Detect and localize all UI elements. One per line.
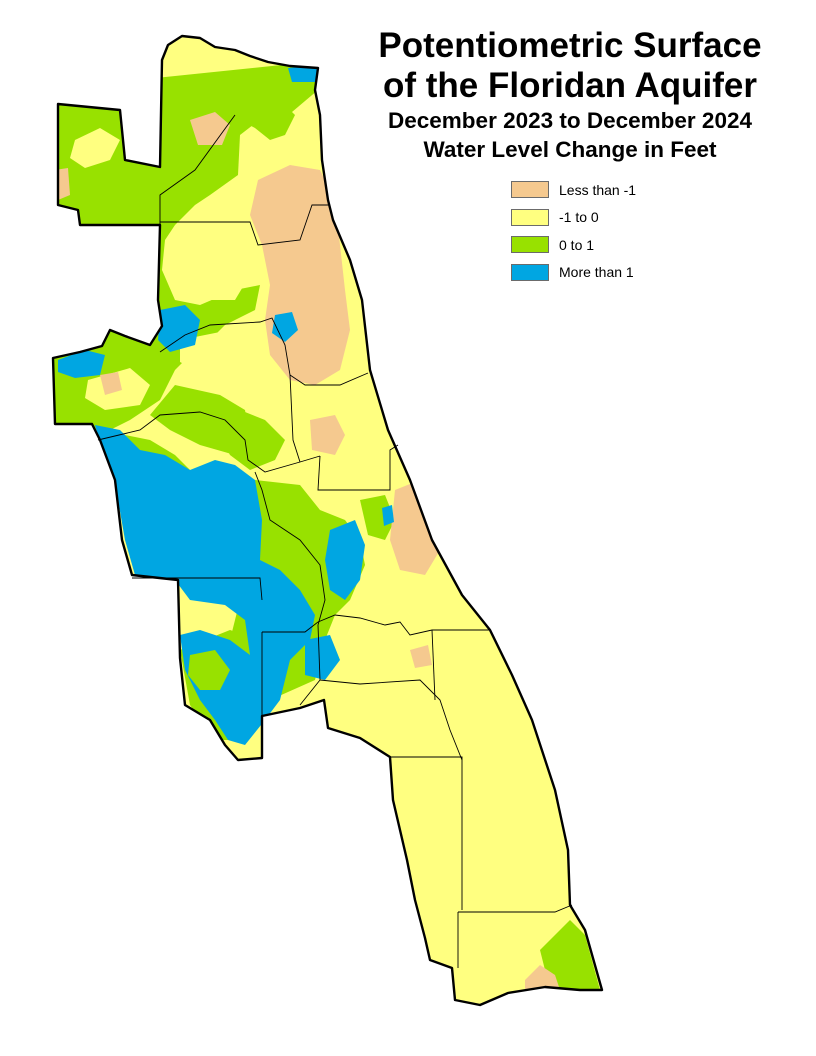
county-line-3 — [159, 317, 369, 386]
county-line-11 — [390, 756, 463, 910]
map-title-line-2: of the Floridan Aquifer — [383, 66, 757, 105]
map-title-block: Potentiometric Surface of the Floridan A… — [330, 26, 810, 164]
zone-blue-nw-lake — [158, 305, 200, 352]
zone-yellow-nw — [70, 128, 120, 168]
zone-yellow-central — [180, 330, 255, 375]
legend-swatch — [511, 263, 549, 281]
legend-swatch — [511, 181, 549, 199]
zone-yellow-pocket-1 — [205, 222, 250, 255]
zone-green-northeast — [230, 90, 295, 140]
region-outline — [51, 34, 604, 1007]
map-subtitle-date-range: December 2023 to December 2024 — [388, 108, 752, 133]
zones-more-than-1 — [58, 66, 394, 745]
county-line-4 — [97, 411, 321, 473]
zone-green-pocket-sw — [188, 650, 230, 690]
zone-blue-north-tip — [288, 66, 318, 82]
zone-blue-west — [58, 350, 105, 378]
zone-blue-lake-east — [382, 505, 394, 526]
zone-blue-southwest — [95, 425, 315, 745]
zone-yellow-n-central — [190, 255, 250, 300]
legend-label: More than 1 — [559, 264, 634, 281]
zone-green-south — [540, 920, 600, 990]
county-line-2 — [160, 204, 330, 246]
map-subtitle-units: Water Level Change in Feet — [423, 137, 717, 162]
zone-orange-west — [100, 372, 122, 395]
legend-item-minus-1-to-0: -1 to 0 — [511, 204, 711, 232]
county-line-13 — [458, 904, 573, 913]
zone-green-lake — [360, 495, 395, 540]
county-boundaries — [97, 114, 573, 968]
zone-orange-north — [190, 112, 230, 145]
legend-swatch — [511, 236, 549, 254]
county-line-5 — [317, 444, 399, 491]
county-line-1 — [159, 114, 236, 225]
county-line-6 — [289, 374, 301, 463]
county-line-8 — [262, 614, 490, 636]
zone-blue-river — [325, 520, 365, 600]
zone-blue-small-lake — [272, 312, 298, 342]
legend-item-0-to-1: 0 to 1 — [511, 231, 711, 259]
legend-item-more-than-1: More than 1 — [511, 259, 711, 287]
county-line-10 — [319, 679, 463, 761]
county-line-river — [254, 471, 326, 706]
legend-item-less-than-minus-1: Less than -1 — [511, 176, 711, 204]
zone-green-central-2 — [210, 410, 285, 470]
county-line-7 — [132, 577, 263, 601]
zone-orange-small-2 — [410, 645, 432, 668]
map-legend: Less than -1 -1 to 0 0 to 1 More than 1 — [511, 176, 711, 286]
legend-label: Less than -1 — [559, 181, 637, 198]
legend-label: 0 to 1 — [559, 236, 595, 253]
county-line-12 — [431, 629, 436, 701]
zones-yellow-pockets — [70, 128, 255, 410]
legend-swatch — [511, 208, 549, 226]
map-title-line-1: Potentiometric Surface — [378, 26, 762, 65]
zone-blue-south-river — [305, 635, 340, 680]
zone-orange-small-1 — [310, 415, 345, 455]
zone-orange-south — [525, 965, 560, 992]
legend-label: -1 to 0 — [559, 209, 599, 226]
